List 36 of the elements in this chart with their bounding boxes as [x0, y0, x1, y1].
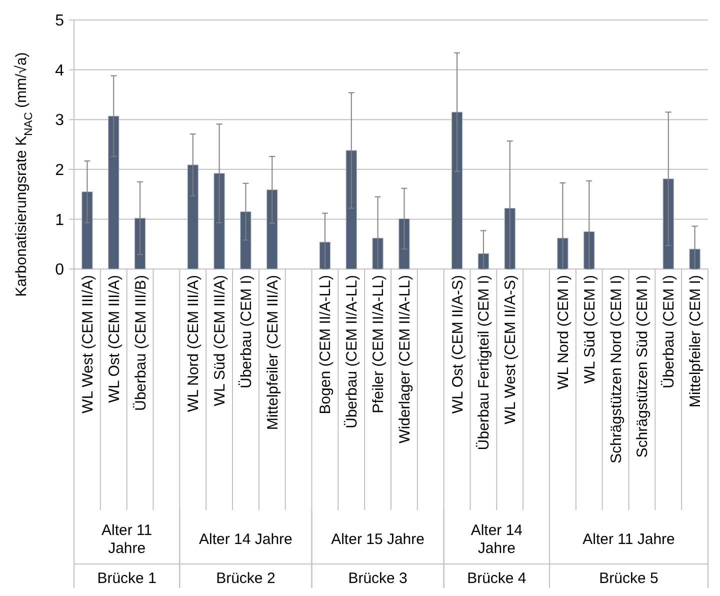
- x-tick-label: Überbau (CEM II/A-LL): [344, 275, 361, 428]
- y-tick-label: 1: [55, 212, 64, 229]
- x-tick-label: WL Süd (CEM III/A): [212, 275, 229, 406]
- y-tick-label: 4: [55, 62, 64, 80]
- x-tick-label: WL Nord (CEM III/A): [185, 275, 202, 412]
- x-tick-label: WL West (CEM III/A): [79, 275, 96, 414]
- x-tick-label: Überbau (CEM I): [238, 275, 255, 388]
- x-tick-label: Pfeiler (CEM II/A-LL): [370, 275, 388, 414]
- x-tick-label: WL Nord (CEM I): [554, 275, 572, 390]
- text: Brücke 4: [467, 570, 526, 587]
- x-tick-label: Schrägstützen Süd (CEM I): [634, 275, 652, 458]
- x-tick-label: Schrägstützen Nord (CEM I): [608, 275, 625, 464]
- text: Brücke 5: [599, 570, 658, 587]
- y-tick-label: 0: [55, 262, 64, 279]
- x-tick-label: WL Ost (CEM III/A): [106, 275, 123, 403]
- x-tick-label: Bogen (CEM II/A-LL): [317, 274, 334, 414]
- x-tick-label: Mittelpfeiler (CEM III/A): [264, 275, 282, 430]
- x-tick-label: WL West (CEM II/A-S): [502, 275, 520, 424]
- text: Brücke 1: [97, 570, 156, 587]
- x-tick-label: Mittelpfeiler (CEM I): [687, 275, 704, 408]
- text: Alter 11 Jahre: [582, 531, 675, 548]
- text: Brücke 2: [216, 570, 276, 587]
- text: Alter 15 Jahre: [331, 531, 424, 548]
- x-tick-label: Überbau (CEM III/B): [132, 275, 150, 411]
- text: Brücke 3: [348, 570, 408, 587]
- x-tick-label: Überbau (CEM I): [660, 275, 678, 388]
- text: Alter 14 Jahre: [199, 531, 292, 548]
- text: Alter 14 Jahre: [470, 522, 523, 557]
- y-tick-label: 3: [55, 112, 64, 130]
- text: Alter 11 Jahre: [102, 522, 152, 557]
- y-tick-label: 2: [55, 162, 64, 179]
- y-tick-label: 5: [55, 12, 64, 30]
- x-tick-label: Widerlager (CEM II/A-LL): [396, 275, 414, 444]
- x-tick-label: WL Süd (CEM I): [581, 275, 598, 384]
- x-tick-label: WL Ost (CEM II/A-S): [449, 275, 466, 414]
- x-tick-label: Überbau Fertigteil (CEM I): [476, 275, 493, 450]
